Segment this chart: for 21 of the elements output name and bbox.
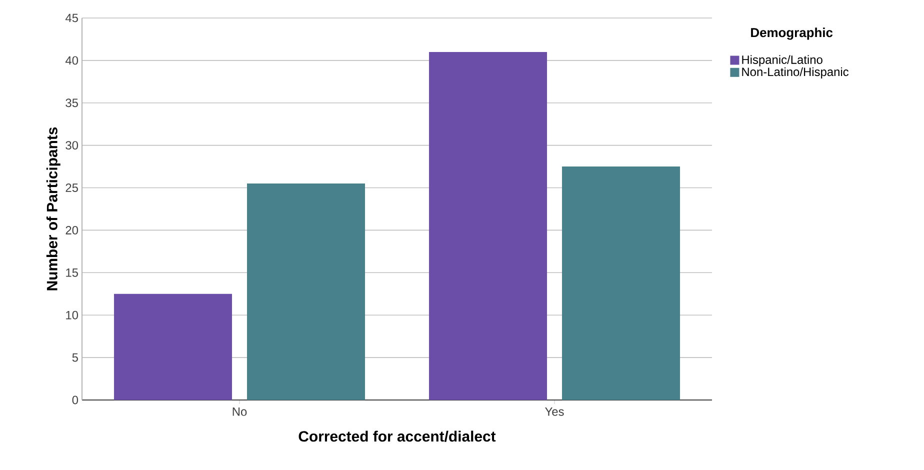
legend-label: Hispanic/Latino [742, 55, 822, 66]
y-tick-label: 40 [65, 56, 78, 65]
y-tick-label: 0 [72, 396, 78, 404]
y-tick-label: 25 [66, 184, 78, 192]
bar [562, 166, 680, 400]
y-axis-title: Number of Participants [46, 127, 60, 290]
y-tick-label: 5 [72, 353, 78, 362]
x-tick-label: No [232, 408, 247, 416]
y-tick-label: 15 [66, 268, 78, 277]
y-tick-label: 10 [66, 310, 78, 320]
bar [247, 184, 366, 400]
y-tick-label: 35 [66, 98, 78, 108]
y-tick-label: 30 [66, 141, 78, 150]
bar [429, 52, 548, 400]
bar [114, 294, 232, 400]
y-tick-label: 20 [66, 226, 78, 234]
legend-label: Non-Latino/Hispanic [742, 67, 849, 78]
x-tick-label: Yes [545, 408, 564, 416]
y-tick-label: 45 [65, 14, 78, 22]
x-axis-title: Corrected for accent/dialect [298, 430, 496, 442]
legend-title: Demographic [751, 28, 833, 40]
